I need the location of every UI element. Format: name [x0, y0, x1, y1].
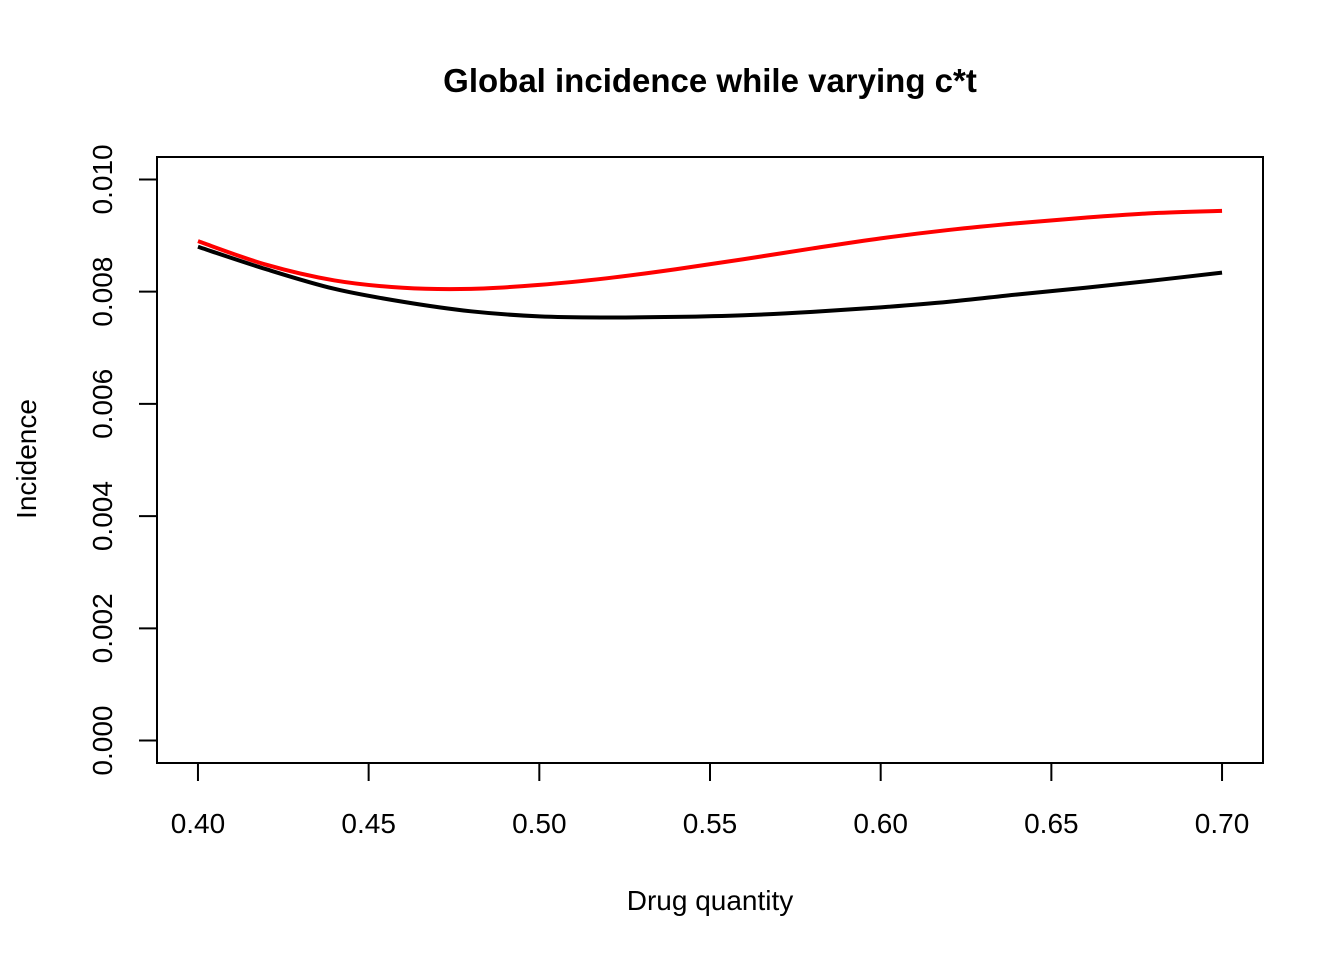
x-tick-label: 0.45: [341, 808, 396, 839]
series-line-2: [197, 208, 1223, 292]
x-tick-label: 0.40: [171, 808, 226, 839]
series-layer: [197, 208, 1223, 320]
x-tick-label: 0.60: [853, 808, 908, 839]
x-axis-title: Drug quantity: [627, 885, 794, 916]
y-tick-label: 0.008: [87, 257, 118, 327]
x-tick-label: 0.65: [1024, 808, 1079, 839]
x-tick-label: 0.55: [683, 808, 738, 839]
y-axis-title: Incidence: [11, 399, 42, 519]
plot-frame: [156, 156, 1264, 764]
y-tick-label: 0.004: [87, 481, 118, 551]
series-line-1: [197, 244, 1223, 320]
y-axis: 0.000 0.002 0.004 0.006 0.008 0.010: [87, 144, 158, 776]
y-tick-label: 0.000: [87, 706, 118, 776]
y-tick-label: 0.006: [87, 369, 118, 439]
x-tick-label: 0.50: [512, 808, 567, 839]
y-tick-label: 0.002: [87, 593, 118, 663]
y-tick-label: 0.010: [87, 144, 118, 214]
x-tick-label: 0.70: [1195, 808, 1250, 839]
x-axis: 0.40 0.45 0.50 0.55 0.60 0.65 0.70: [171, 762, 1250, 839]
chart-title: Global incidence while varying c*t: [443, 62, 977, 99]
